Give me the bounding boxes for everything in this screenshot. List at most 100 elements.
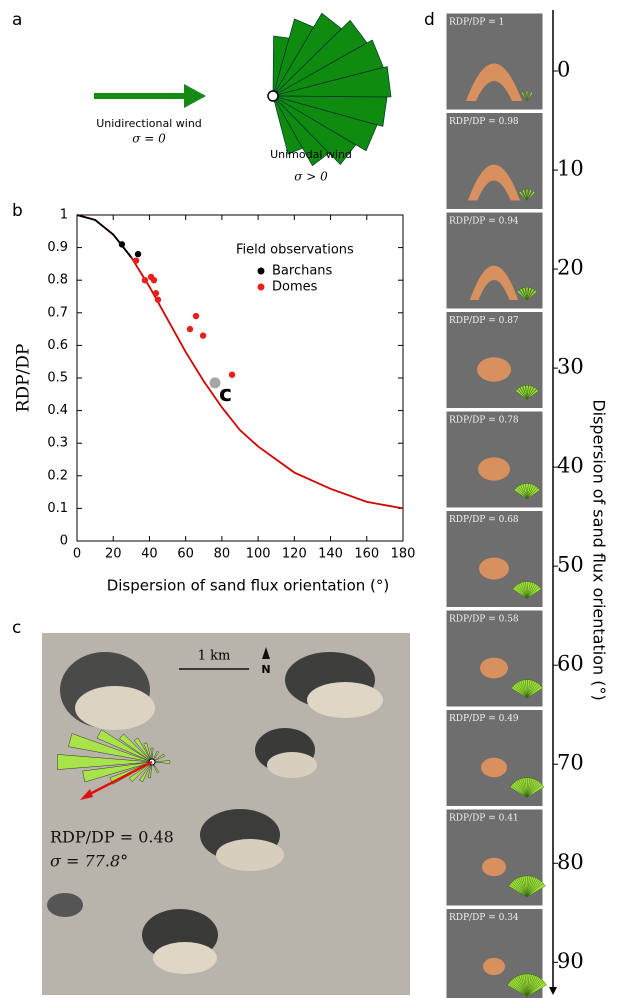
frame-label: RDP/DP = 0.98 [449,117,519,127]
rose-petal [526,288,535,301]
point [199,332,207,339]
dune [478,457,510,481]
rose-petal [526,287,532,301]
panel-letter: c [12,618,21,638]
frame [445,12,544,111]
rose-center [267,90,279,102]
rose-petal [522,385,528,400]
dune [477,357,511,382]
point [228,371,236,378]
y-tick-label: 0.6 [47,338,68,353]
annotation: σ = 77.8° [50,852,128,871]
point [132,257,140,264]
rose-petal [526,190,536,201]
frame-label: RDP/DP = 0.78 [449,416,519,426]
rose-petal [519,288,528,301]
point [152,290,160,297]
y-tick-label: 50 [557,553,584,577]
y-tick-label: 0.5 [47,371,68,386]
x-tick-label: 120 [282,547,307,562]
label: σ > 0 [294,170,328,184]
dune [469,265,519,300]
rose-petal [133,737,153,763]
rose-petal [518,190,528,201]
y-tick-label: 40 [557,454,584,478]
x-tick-label: 40 [141,547,158,562]
legend-marker [257,283,265,291]
frame-label: RDP/DP = 0.68 [449,515,519,525]
y-axis-label: Dispersion of sand flux orientation (°) [590,399,609,700]
dune [482,857,506,877]
label: Unidirectional wind [96,117,202,130]
rose-petal [525,287,529,301]
frame-label: RDP/DP = 0.58 [449,615,519,625]
x-tick-label: 80 [214,547,231,562]
wind-rose [57,729,171,785]
rose-petal [526,882,546,898]
rose-petal [150,747,154,763]
y-tick-label: 0.8 [47,273,68,288]
point [150,277,158,284]
annotation: c [219,382,232,407]
rose-petal [526,586,542,599]
rose-petal [526,189,533,201]
aerial-image [42,633,410,995]
dune [479,557,509,580]
label: Unimodal wind [270,148,352,161]
rose-petal [272,95,303,155]
resultant-arrow [83,760,153,799]
point [209,377,221,389]
frame-label: RDP/DP = 0.49 [449,714,519,724]
rose-petal [517,387,528,400]
dune [467,164,521,201]
x-tick-label: 60 [177,547,194,562]
y-axis-label: RDP/DP [14,344,34,413]
wind-arrow-head [184,84,206,108]
rose-petal [526,685,543,699]
y-tick-label: 70 [557,751,584,775]
x-axis-label: Dispersion of sand flux orientation (°) [107,577,390,595]
y-tick-label: 0.9 [47,240,68,255]
rose-petal [525,188,529,201]
rose-petal [515,388,528,400]
y-tick-label: 30 [557,355,584,379]
rose-petal [526,784,545,798]
rose-petal [526,981,547,997]
rose-petal [526,385,535,400]
curve [76,214,404,510]
dune [481,757,507,778]
rose-petal [516,289,528,301]
rose-petal [128,761,153,783]
rose-petal [82,761,153,783]
legend-marker [257,267,265,275]
y-tick-label: 0.1 [47,501,68,516]
y-tick-label: 90 [557,949,584,973]
rose-petal [147,761,153,779]
y-tick-label: 0 [60,534,68,549]
annotation: RDP/DP = 0.48 [50,828,174,847]
rose-petal [151,760,171,764]
rose-petal [522,287,528,301]
y-tick-label: 20 [557,256,584,280]
rose-petal [525,385,529,400]
dune [466,63,522,101]
rose-petal [526,289,538,301]
simulation-frames: RDP/DP = 1 RDP/DP = 0.98 RDP/DP = 0.94 RDP/… [445,12,547,998]
y-tick-label: 0.3 [47,436,68,451]
rose-petal [68,733,153,763]
panel-letter: a [12,10,22,30]
point [154,296,162,303]
y-tick-label: 0.7 [47,305,68,320]
rose-petal [96,729,153,763]
x-tick-label: 180 [391,547,416,562]
plot-frame [76,214,404,542]
rose-petal [526,91,534,102]
rose-petal [526,388,539,400]
point [134,250,142,258]
dune [483,957,505,976]
rose-petal [143,742,153,763]
x-tick-label: 20 [105,547,122,562]
rose-petal [519,385,528,400]
north-arrow [262,647,270,659]
